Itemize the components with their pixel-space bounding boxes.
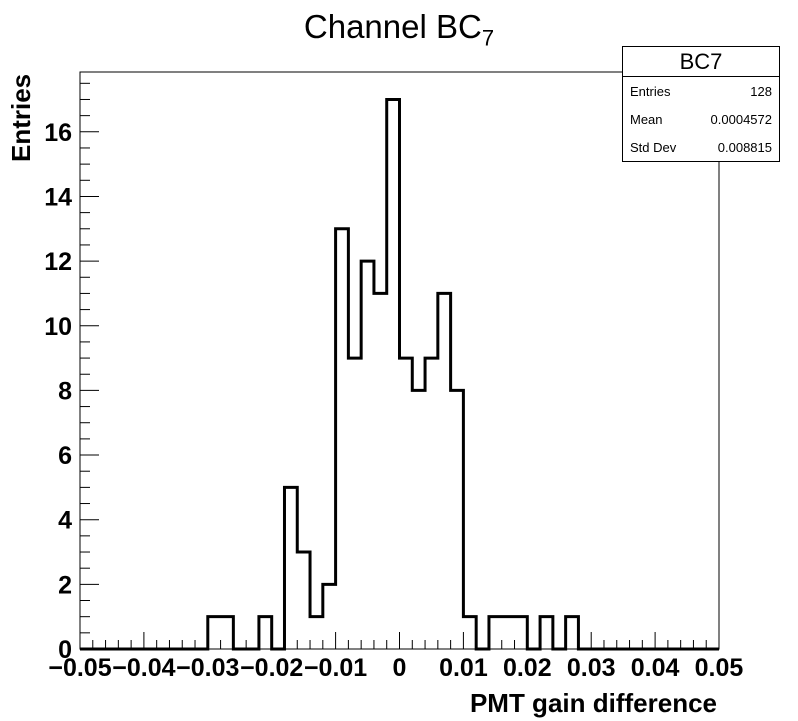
- stats-row-stddev: Std Dev 0.008815: [623, 133, 779, 161]
- stats-row-entries: Entries 128: [623, 77, 779, 105]
- stats-label: Entries: [630, 84, 671, 99]
- x-tick-label: 0.04: [631, 654, 680, 682]
- y-axis-label: Entries: [6, 74, 36, 162]
- x-tick-label: 0: [393, 654, 407, 682]
- y-tick-label: 0: [58, 636, 72, 664]
- x-tick-label: −0.04: [112, 654, 175, 682]
- stats-box-title: BC7: [623, 47, 779, 77]
- histogram-bins: [80, 97, 719, 651]
- stats-label: Mean: [630, 112, 663, 127]
- x-tick-label: −0.03: [176, 654, 239, 682]
- axis-tick-labels: −0.05 −0.04 −0.03 −0.02 −0.01 0 0.01 0.02 0.03 0.…: [44, 119, 743, 682]
- stats-value: 0.008815: [717, 140, 772, 155]
- y-tick-label: 4: [58, 507, 72, 535]
- chart-title-text: Channel BC: [303, 8, 482, 45]
- stats-value: 0.0004572: [710, 112, 772, 127]
- y-tick-label: 14: [44, 183, 72, 211]
- stats-box: BC7 Entries 128 Mean 0.0004572 Std Dev 0…: [622, 46, 780, 162]
- y-tick-label: 8: [58, 377, 72, 405]
- x-tick-label: −0.02: [240, 654, 303, 682]
- stats-value: 128: [750, 84, 772, 99]
- y-tick-label: 16: [44, 119, 72, 147]
- x-tick-label: −0.01: [304, 654, 367, 682]
- y-tick-label: 2: [58, 571, 72, 599]
- x-tick-label: 0.01: [439, 654, 488, 682]
- stats-row-mean: Mean 0.0004572: [623, 105, 779, 133]
- chart-title: Channel BC7: [0, 8, 798, 52]
- histogram-outline: [80, 97, 719, 651]
- y-tick-label: 10: [44, 313, 72, 341]
- chart-title-subscript: 7: [481, 25, 495, 51]
- x-tick-label: −0.05: [48, 654, 111, 682]
- stats-label: Std Dev: [630, 140, 677, 155]
- x-axis-label: PMT gain difference: [470, 688, 717, 718]
- x-tick-label: 0.05: [695, 654, 744, 682]
- y-tick-label: 12: [44, 248, 72, 276]
- x-tick-label: 0.03: [567, 654, 616, 682]
- y-tick-label: 6: [58, 442, 72, 470]
- x-tick-label: 0.02: [503, 654, 552, 682]
